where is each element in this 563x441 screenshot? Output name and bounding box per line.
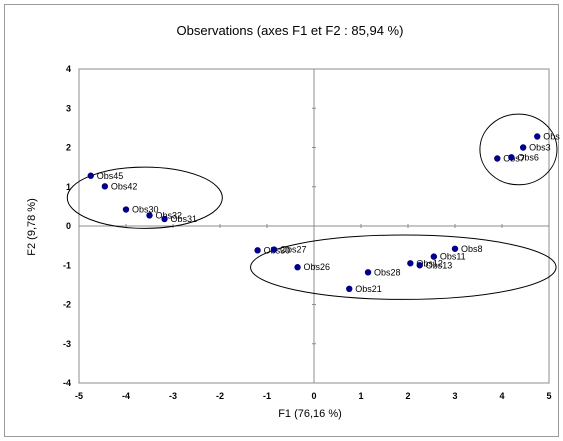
data-point <box>294 264 301 271</box>
y-tick-label: -2 <box>63 300 71 310</box>
point-label: Obs11 <box>440 252 466 262</box>
point-label: Obs31 <box>171 214 198 224</box>
group-ellipse <box>250 234 557 300</box>
point-label: Obs27 <box>280 245 307 255</box>
data-point <box>508 154 515 161</box>
point-label: Obs26 <box>304 262 331 272</box>
x-tick-label: -1 <box>263 391 271 401</box>
y-axis-title: F2 (9,78 %) <box>26 198 38 255</box>
data-point <box>494 155 501 162</box>
x-tick-label: -2 <box>216 391 224 401</box>
x-axis-title: F1 (76,16 %) <box>278 408 342 420</box>
point-label: Obs1 <box>543 132 560 142</box>
y-tick-label: -1 <box>63 260 71 270</box>
data-point <box>87 172 94 179</box>
data-point <box>101 183 109 190</box>
point-label: Obs6 <box>517 152 539 162</box>
x-tick-label: 5 <box>546 391 551 401</box>
chart-frame: Observations (axes F1 et F2 : 85,94 %) F… <box>4 4 560 437</box>
data-point <box>430 253 438 260</box>
data-point <box>146 212 153 219</box>
x-tick-label: 2 <box>405 391 410 401</box>
point-label: Obs32 <box>156 210 183 220</box>
y-tick-label: 1 <box>66 182 71 192</box>
x-tick-label: 0 <box>311 391 316 401</box>
data-point <box>534 133 541 140</box>
point-label: Obs13 <box>426 260 453 270</box>
chart-title: Observations (axes F1 et F2 : 85,94 %) <box>177 23 404 38</box>
point-label: Obs30 <box>132 205 159 215</box>
data-points: Obs45Obs42Obs30Obs32Obs31Obs30Obs27Obs26… <box>87 132 560 294</box>
data-point <box>254 247 261 254</box>
point-label: Obs45 <box>97 171 124 181</box>
y-tick-label: -4 <box>63 378 71 388</box>
data-point <box>122 206 130 213</box>
data-point <box>270 246 278 253</box>
ellipses <box>66 113 558 300</box>
data-point <box>161 215 168 223</box>
data-point <box>416 262 423 269</box>
scatter-chart: Observations (axes F1 et F2 : 85,94 %) F… <box>26 23 560 420</box>
data-point <box>407 260 414 267</box>
point-label: Obs8 <box>461 244 483 254</box>
x-tick-label: 3 <box>452 391 457 401</box>
axes: -5 -4 -3 -2 -1 0 1 2 3 4 5 -4 -3 -2 -1 0 1 2 3 4 <box>63 64 552 401</box>
data-point <box>346 285 353 292</box>
x-tick-label: 1 <box>358 391 363 401</box>
y-tick-label: 3 <box>66 103 71 113</box>
point-label: Obs21 <box>355 284 382 294</box>
data-point <box>519 144 527 151</box>
data-point <box>364 269 372 276</box>
y-tick-label: -3 <box>63 339 71 349</box>
group-ellipse <box>66 166 223 229</box>
x-tick-label: -3 <box>169 391 177 401</box>
point-label: Obs3 <box>529 143 551 153</box>
y-tick-label: 2 <box>66 143 71 153</box>
x-tick-label: -5 <box>75 391 83 401</box>
point-label: Obs12 <box>416 258 443 268</box>
point-label: Obs42 <box>111 181 138 191</box>
data-point <box>451 245 459 252</box>
group-ellipse <box>479 113 558 186</box>
x-tick-label: -4 <box>122 391 130 401</box>
x-tick-label: 4 <box>499 391 504 401</box>
point-label: Obs28 <box>374 267 401 277</box>
y-tick-label: 0 <box>66 221 71 231</box>
y-tick-label: 4 <box>66 64 71 74</box>
